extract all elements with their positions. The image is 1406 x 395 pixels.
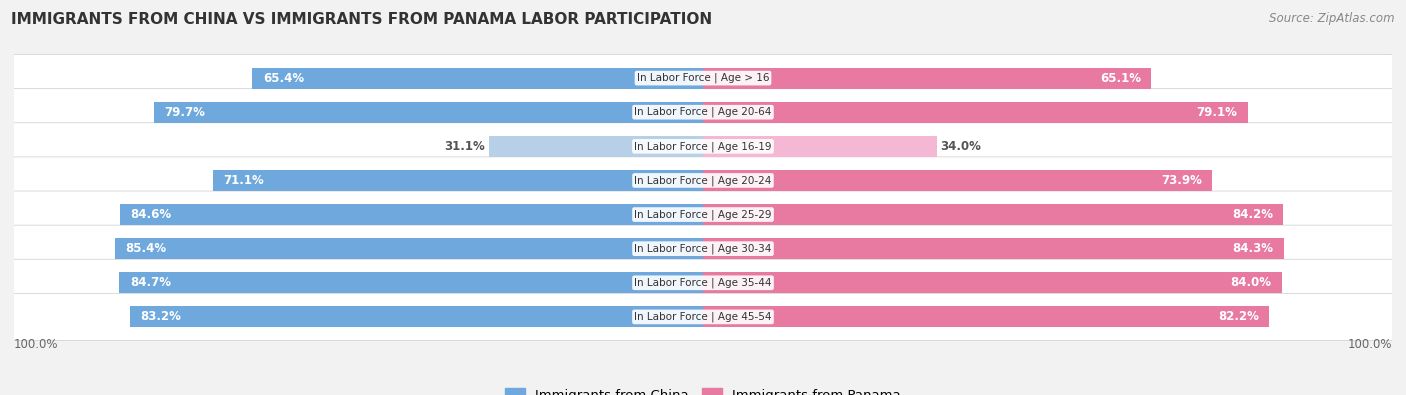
Text: 100.0%: 100.0% bbox=[1347, 339, 1392, 352]
Bar bbox=[489, 136, 703, 157]
Bar bbox=[703, 102, 1249, 123]
Bar bbox=[120, 204, 703, 225]
Text: 34.0%: 34.0% bbox=[941, 140, 981, 153]
FancyBboxPatch shape bbox=[13, 123, 1393, 170]
Text: 100.0%: 100.0% bbox=[14, 339, 59, 352]
Bar bbox=[703, 307, 1270, 327]
Text: In Labor Force | Age 35-44: In Labor Force | Age 35-44 bbox=[634, 278, 772, 288]
Text: 65.4%: 65.4% bbox=[263, 71, 304, 85]
Text: In Labor Force | Age 30-34: In Labor Force | Age 30-34 bbox=[634, 243, 772, 254]
Text: 79.7%: 79.7% bbox=[165, 106, 205, 119]
Text: In Labor Force | Age 45-54: In Labor Force | Age 45-54 bbox=[634, 312, 772, 322]
Bar bbox=[703, 170, 1212, 191]
Bar bbox=[153, 102, 703, 123]
FancyBboxPatch shape bbox=[13, 225, 1393, 272]
Text: 85.4%: 85.4% bbox=[125, 242, 166, 255]
Text: 73.9%: 73.9% bbox=[1161, 174, 1202, 187]
Bar bbox=[703, 272, 1282, 293]
Text: In Labor Force | Age 16-19: In Labor Force | Age 16-19 bbox=[634, 141, 772, 152]
Bar bbox=[120, 272, 703, 293]
Text: 84.2%: 84.2% bbox=[1232, 208, 1272, 221]
Legend: Immigrants from China, Immigrants from Panama: Immigrants from China, Immigrants from P… bbox=[499, 383, 907, 395]
Text: 65.1%: 65.1% bbox=[1099, 71, 1142, 85]
Bar bbox=[115, 238, 703, 259]
Text: In Labor Force | Age 20-64: In Labor Force | Age 20-64 bbox=[634, 107, 772, 117]
Bar bbox=[129, 307, 703, 327]
Text: 84.3%: 84.3% bbox=[1233, 242, 1274, 255]
FancyBboxPatch shape bbox=[13, 293, 1393, 340]
Bar bbox=[703, 68, 1152, 89]
FancyBboxPatch shape bbox=[13, 259, 1393, 307]
Text: In Labor Force | Age > 16: In Labor Force | Age > 16 bbox=[637, 73, 769, 83]
Text: 71.1%: 71.1% bbox=[224, 174, 264, 187]
Text: 83.2%: 83.2% bbox=[141, 310, 181, 324]
Text: IMMIGRANTS FROM CHINA VS IMMIGRANTS FROM PANAMA LABOR PARTICIPATION: IMMIGRANTS FROM CHINA VS IMMIGRANTS FROM… bbox=[11, 12, 713, 27]
Bar bbox=[703, 238, 1284, 259]
Bar bbox=[703, 136, 938, 157]
Text: 84.7%: 84.7% bbox=[129, 276, 170, 289]
Text: 82.2%: 82.2% bbox=[1218, 310, 1258, 324]
Text: In Labor Force | Age 25-29: In Labor Force | Age 25-29 bbox=[634, 209, 772, 220]
Bar bbox=[214, 170, 703, 191]
FancyBboxPatch shape bbox=[13, 157, 1393, 204]
Text: 31.1%: 31.1% bbox=[444, 140, 485, 153]
FancyBboxPatch shape bbox=[13, 191, 1393, 238]
Bar bbox=[703, 204, 1284, 225]
Bar bbox=[253, 68, 703, 89]
Text: In Labor Force | Age 20-24: In Labor Force | Age 20-24 bbox=[634, 175, 772, 186]
Text: Source: ZipAtlas.com: Source: ZipAtlas.com bbox=[1270, 12, 1395, 25]
FancyBboxPatch shape bbox=[13, 55, 1393, 102]
Text: 84.0%: 84.0% bbox=[1230, 276, 1271, 289]
FancyBboxPatch shape bbox=[13, 89, 1393, 136]
Text: 84.6%: 84.6% bbox=[131, 208, 172, 221]
Text: 79.1%: 79.1% bbox=[1197, 106, 1237, 119]
